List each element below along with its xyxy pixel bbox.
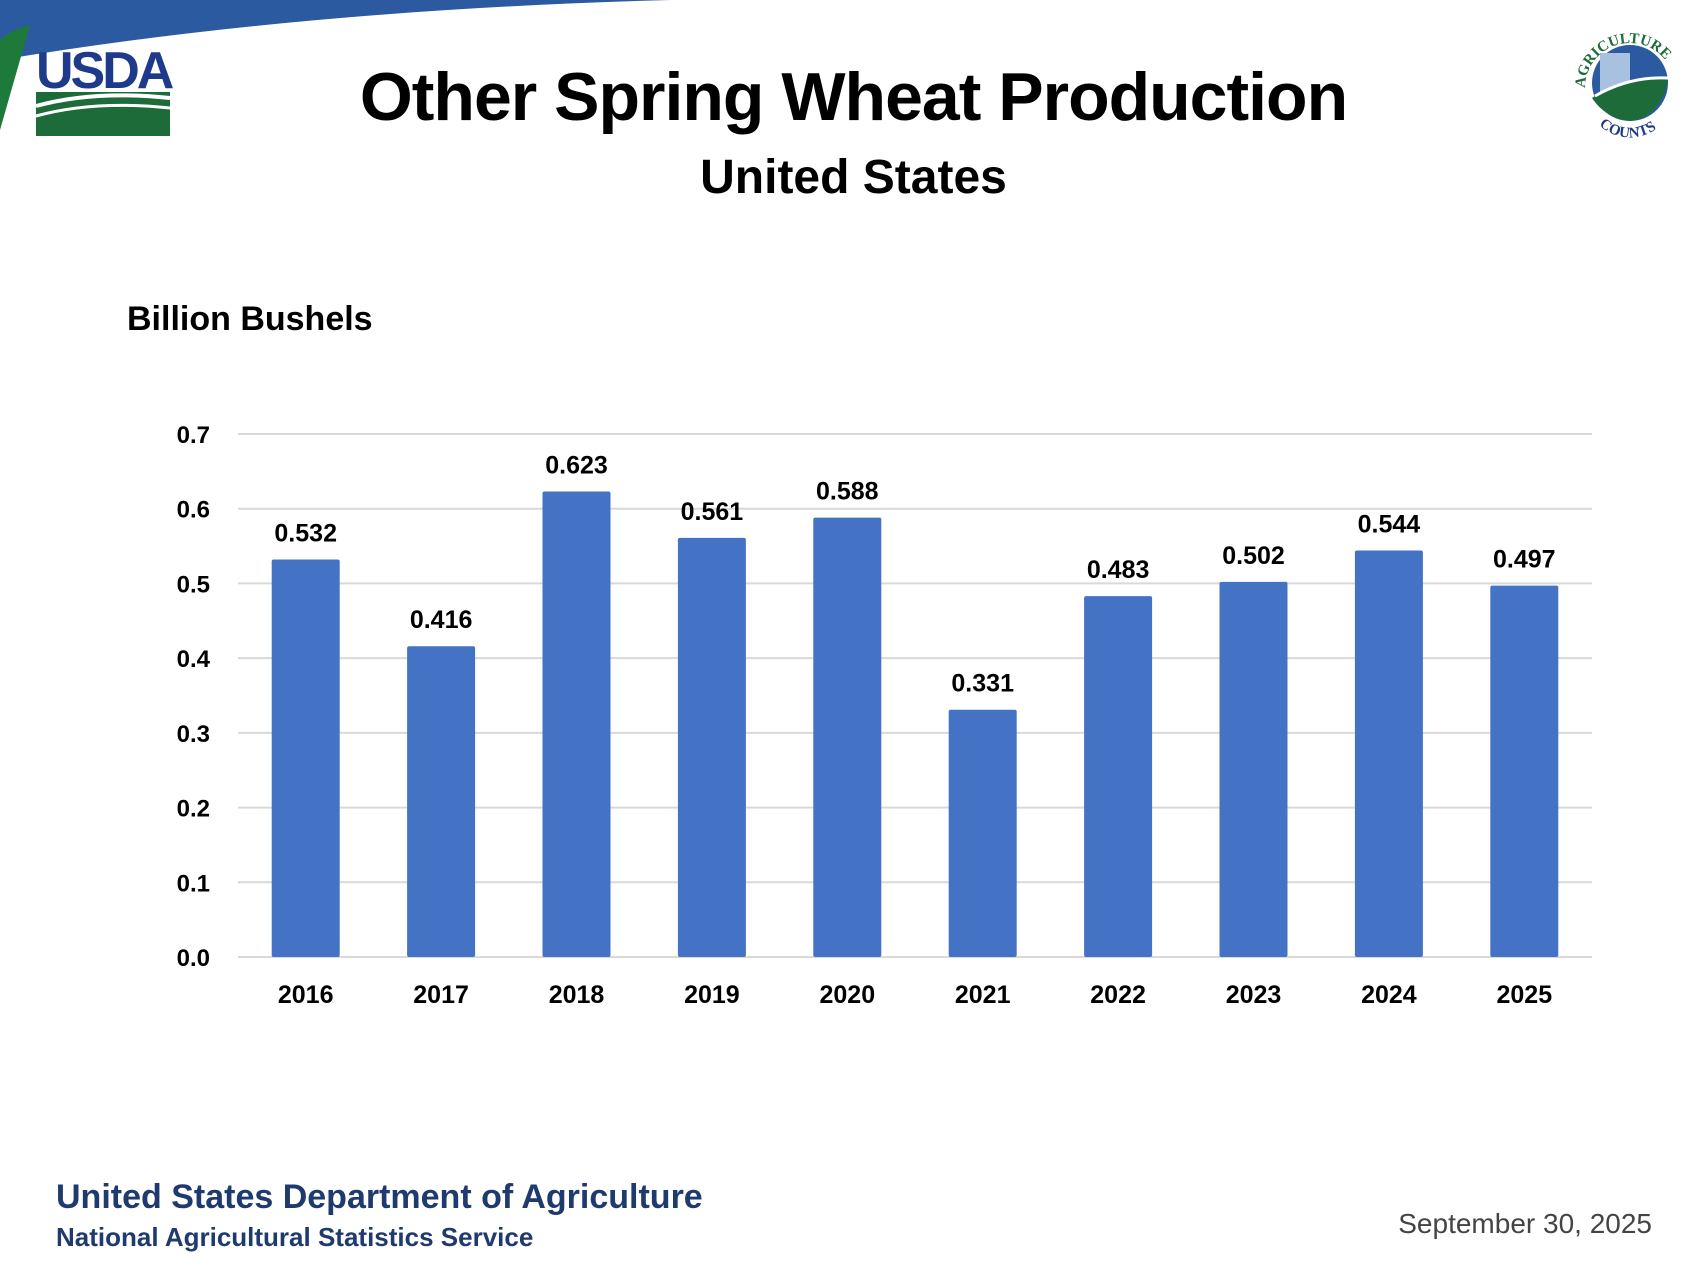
data-label: 0.532 [274, 520, 337, 548]
bar-2018 [542, 491, 611, 957]
x-tick-label: 2022 [1090, 981, 1146, 1009]
bar-2024 [1354, 550, 1423, 957]
x-tick-label: 2016 [278, 981, 334, 1009]
data-label: 0.623 [545, 452, 608, 480]
x-tick-label: 2020 [819, 981, 875, 1009]
data-label: 0.544 [1358, 511, 1421, 539]
y-tick-label: 0.1 [177, 870, 210, 897]
y-axis-label: Billion Bushels [127, 300, 373, 338]
bar-2019 [677, 537, 746, 957]
data-label: 0.502 [1222, 542, 1285, 570]
usda-logo-text: USDA [36, 42, 174, 100]
bar-2021 [948, 709, 1017, 957]
y-tick-label: 0.3 [177, 721, 210, 748]
bar-2022 [1084, 596, 1153, 957]
agriculture-counts-logo: AGRICULTURE COUNTS [1573, 31, 1674, 142]
y-tick-label: 0.2 [177, 796, 210, 823]
x-tick-label: 2019 [684, 981, 740, 1009]
header-swoosh [0, 0, 670, 130]
release-date: September 30, 2025 [1398, 1208, 1652, 1239]
data-label: 0.588 [816, 478, 879, 506]
bar-2016 [271, 559, 340, 957]
x-tick-label: 2025 [1496, 981, 1552, 1009]
bar-2017 [407, 646, 476, 957]
x-tick-label: 2017 [413, 981, 469, 1009]
footer-department: United States Department of Agriculture [56, 1178, 703, 1216]
x-tick-label: 2023 [1226, 981, 1282, 1009]
bar-2023 [1219, 581, 1288, 957]
usda-logo: USDA [35, 42, 174, 136]
chart-subtitle: United States [700, 151, 1007, 204]
data-label: 0.497 [1493, 546, 1556, 574]
x-tick-label: 2021 [955, 981, 1011, 1009]
y-tick-label: 0.7 [177, 422, 210, 449]
y-tick-label: 0.0 [177, 945, 210, 972]
x-tick-label: 2018 [549, 981, 605, 1009]
data-label: 0.561 [681, 498, 744, 526]
x-tick-label: 2024 [1361, 981, 1417, 1009]
y-tick-label: 0.5 [177, 571, 210, 598]
footer-service: National Agricultural Statistics Service [56, 1222, 534, 1252]
data-label: 0.331 [951, 670, 1014, 698]
bar-2025 [1490, 585, 1559, 957]
y-tick-label: 0.4 [177, 646, 211, 673]
chart-title: Other Spring Wheat Production [359, 59, 1348, 135]
bar-2020 [813, 517, 882, 957]
data-label: 0.483 [1087, 556, 1150, 584]
data-label: 0.416 [410, 606, 473, 634]
y-tick-label: 0.6 [177, 497, 210, 524]
